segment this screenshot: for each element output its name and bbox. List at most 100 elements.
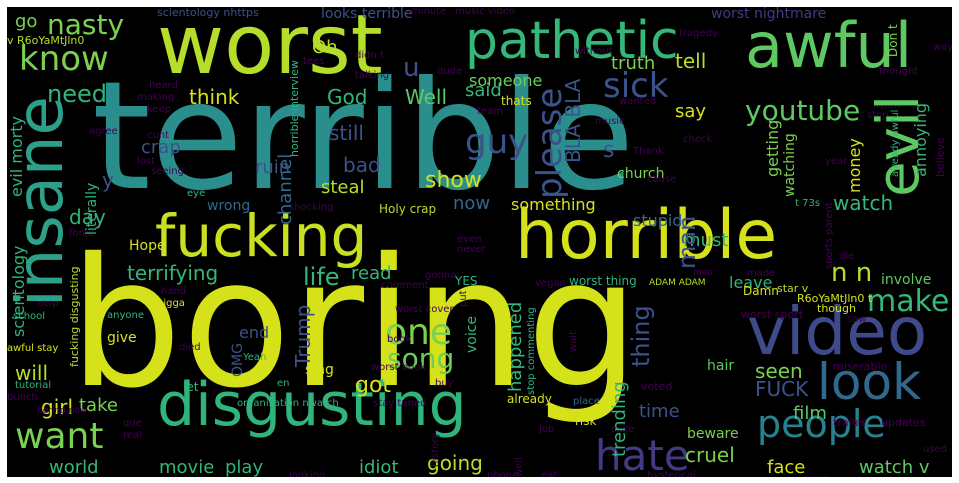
word-u: u [403, 53, 420, 83]
word-eat: eat [541, 470, 558, 478]
word-wait: wait [568, 330, 579, 352]
word-take: take [79, 395, 118, 416]
word-r6o-1: R6oYaMtJln0 t [797, 292, 873, 305]
word-cruel: cruel [685, 443, 735, 467]
word-keep: keep [147, 104, 172, 115]
word-pathetic: pathetic [465, 11, 679, 71]
word-someone: someone [469, 71, 543, 90]
word-sick: sick [603, 66, 669, 106]
word-lost: lost [137, 156, 156, 167]
word-bunch: bunch [7, 392, 38, 403]
word-dude: dude [437, 66, 463, 77]
word-dont: Don t [886, 24, 900, 57]
word-something: something [511, 195, 596, 214]
word-holy-crap: Holy crap [379, 202, 437, 216]
word-thought: thought [879, 66, 919, 77]
word-show: show [425, 168, 482, 193]
word-que: que [123, 418, 142, 429]
word-got: got [355, 373, 392, 398]
word-hate: hate [595, 431, 690, 477]
word-fucking-disgusting: fucking disgusting [68, 266, 81, 367]
word-music-video: music video [455, 7, 516, 17]
word-yes: YES [455, 274, 478, 288]
word-terrible: terrible [92, 50, 635, 224]
word-anyone: anyone [107, 310, 144, 321]
word-face: face [767, 457, 806, 477]
word-minute: minute [411, 7, 447, 17]
word-didnt: didn t [355, 50, 384, 61]
word-star-v: star v [777, 282, 809, 295]
word-worst-nightmare: worst nightmare [711, 7, 827, 22]
word-already: already [507, 392, 552, 406]
word-make: make [867, 284, 950, 319]
word-job: job [539, 424, 555, 435]
word-wanted: wanted [619, 96, 657, 107]
word-thats: thats [501, 94, 532, 108]
word-school: school [13, 311, 46, 322]
word-thank: Thank [633, 146, 664, 157]
word-thing: thing [627, 305, 655, 367]
word-scientology-nhttps: scientology nhttps [157, 7, 259, 19]
word-worst-book: worst book [371, 362, 427, 373]
word-year: year [825, 156, 848, 167]
word-cunt: cunt [147, 130, 170, 141]
word-now: now [453, 193, 491, 214]
word-read: read [351, 263, 392, 284]
word-tutorial: tutorial [15, 380, 52, 391]
word-beware: beware [687, 426, 739, 442]
word-die: die [839, 251, 855, 262]
word-cause: cause [647, 174, 677, 185]
word-adam-adam: ADAM ADAM [649, 278, 706, 288]
word-steal: steal [321, 177, 365, 198]
word-hysterical: hysterical [647, 470, 696, 478]
word-stop-commenting: stop commenting [526, 307, 537, 395]
word-annoying: annoying [911, 102, 930, 177]
word-idiot: idiot [359, 457, 399, 477]
word-looks-terrible: looks terrible [321, 7, 413, 22]
word-youtube: youtube [745, 94, 861, 127]
word-stop: stop [867, 110, 889, 121]
word-worst-cover: worst cover [395, 304, 454, 315]
word-never: never [457, 244, 486, 255]
word-help: help [37, 298, 59, 309]
word-looking: looking [289, 470, 326, 478]
word-cake: cake [611, 424, 635, 435]
word-voted: voted [641, 380, 673, 393]
word-hair: hair [707, 358, 735, 374]
word-tell: tell [675, 49, 707, 73]
word-believe: believe [934, 137, 947, 177]
word-want: want [15, 416, 104, 457]
word-n-n: n n [831, 258, 873, 288]
word-risk: risk [575, 414, 597, 428]
word-day: day [69, 205, 106, 229]
word-money: money [845, 138, 864, 193]
word-yeah: Yeah [243, 352, 267, 363]
word-still: still [329, 121, 364, 145]
word-vegan: vegan [535, 278, 566, 289]
word-said: said [465, 80, 502, 101]
word-awful-stay: awful stay [7, 343, 59, 354]
word-used: used [923, 444, 948, 455]
word-though: though [817, 302, 856, 315]
word-involve: involve [881, 272, 932, 288]
word-bad: bad [343, 153, 381, 177]
word-heard: heard [149, 80, 178, 91]
word-without: without [575, 46, 613, 57]
word-force: force [69, 228, 95, 239]
word-sing: sing [305, 362, 334, 378]
word-need: need [47, 80, 107, 108]
word-will: will [15, 361, 49, 385]
word-r6o-2: v R6oYaMtJln0 [7, 34, 85, 47]
word-movie: movie [159, 457, 215, 477]
word-history: history [430, 432, 441, 467]
word-place: place [573, 396, 600, 407]
word-leave: leave [729, 273, 773, 292]
word-well2: well [514, 457, 525, 477]
word-agree: agree [89, 126, 118, 137]
word-one: one [385, 312, 452, 353]
word-died: died [179, 342, 201, 353]
word-end: end [239, 323, 270, 342]
word-real: real [123, 430, 142, 441]
word-evil-morty: evil morty [7, 116, 26, 197]
